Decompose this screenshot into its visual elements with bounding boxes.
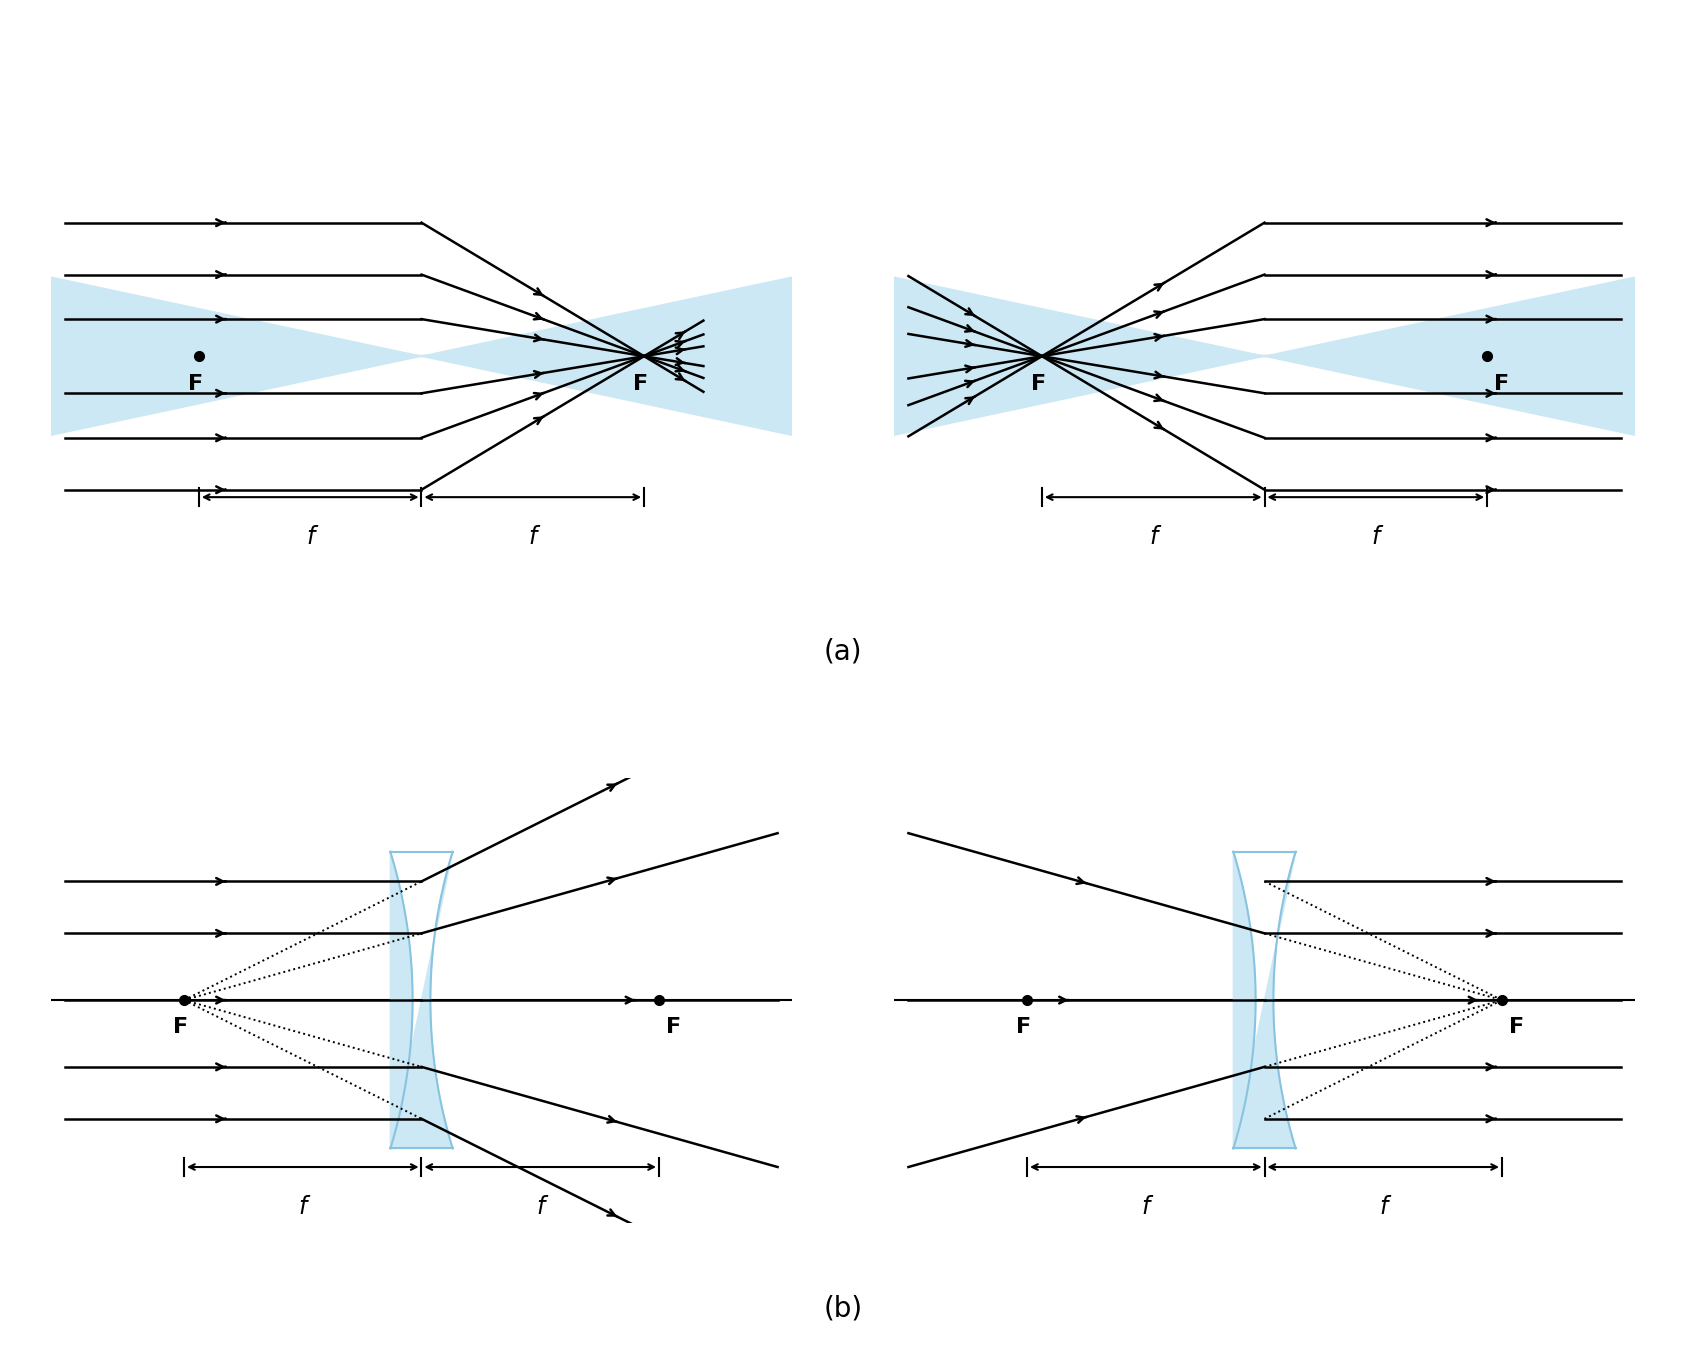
- Text: f: f: [529, 525, 536, 549]
- Text: f: f: [1379, 1195, 1388, 1219]
- Text: F: F: [632, 374, 647, 393]
- Polygon shape: [0, 193, 1219, 519]
- Text: f: f: [1150, 525, 1157, 549]
- Text: f: f: [1372, 525, 1379, 549]
- Text: f: f: [536, 1195, 545, 1219]
- Polygon shape: [391, 852, 452, 1148]
- Text: F: F: [174, 1018, 187, 1037]
- Polygon shape: [1234, 852, 1295, 1148]
- Text: f: f: [307, 525, 314, 549]
- Text: F: F: [187, 374, 202, 393]
- Text: F: F: [666, 1018, 681, 1037]
- Text: F: F: [1030, 374, 1045, 393]
- Text: f: f: [298, 1195, 307, 1219]
- Polygon shape: [467, 193, 1686, 519]
- Text: (b): (b): [823, 1295, 863, 1322]
- Text: F: F: [1017, 1018, 1030, 1037]
- Text: F: F: [1494, 374, 1509, 393]
- Text: f: f: [1141, 1195, 1150, 1219]
- Text: F: F: [1509, 1018, 1524, 1037]
- Text: (a): (a): [824, 637, 862, 664]
